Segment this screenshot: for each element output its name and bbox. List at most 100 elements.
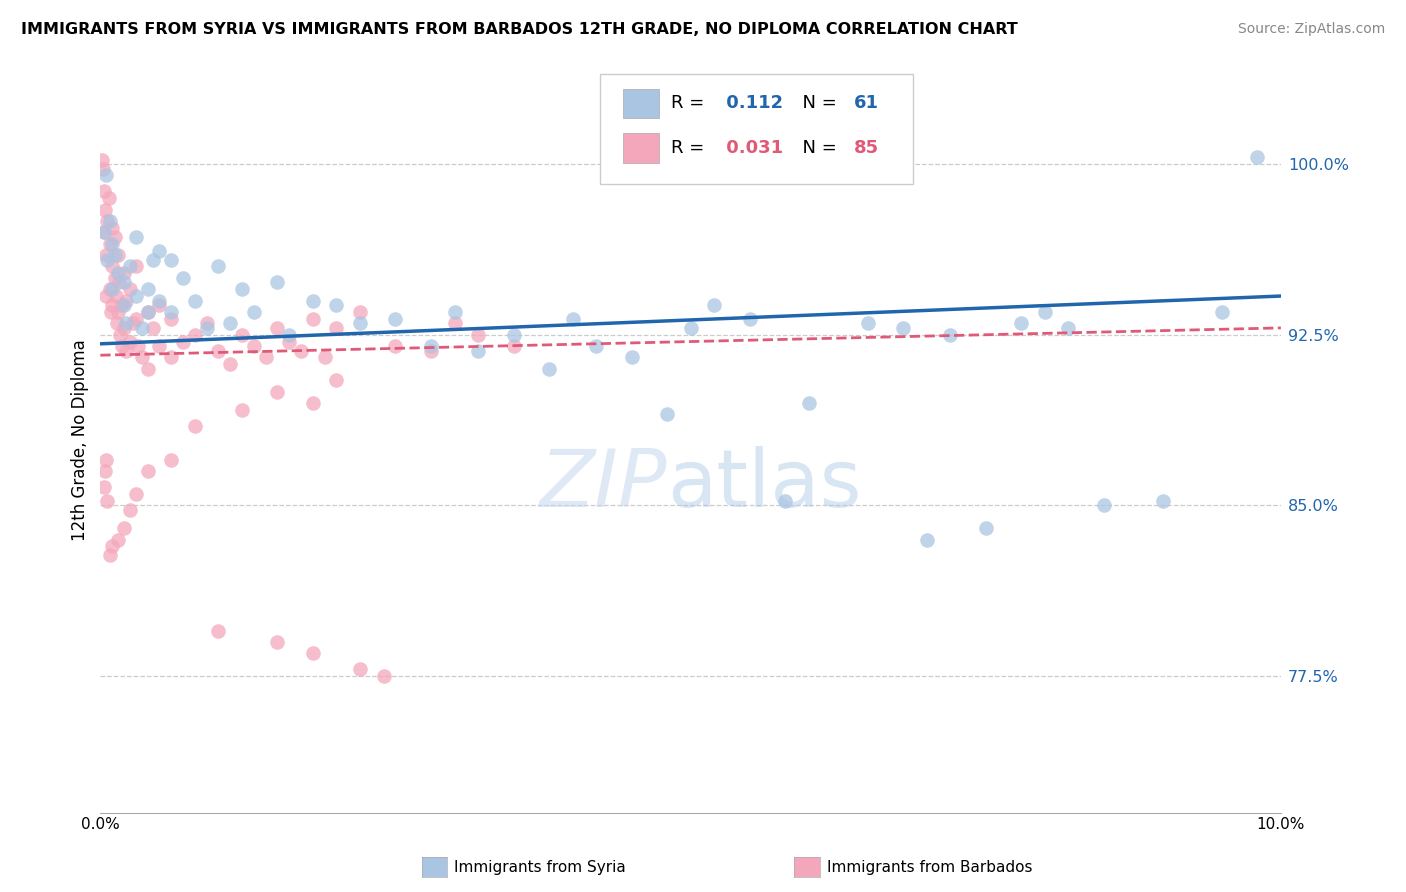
Text: N =: N = xyxy=(792,139,842,157)
Point xyxy=(96,493,118,508)
Point xyxy=(302,646,325,660)
Point xyxy=(148,244,170,258)
Point xyxy=(96,169,118,183)
Point xyxy=(467,343,489,358)
Text: Source: ZipAtlas.com: Source: ZipAtlas.com xyxy=(1237,22,1385,37)
Point xyxy=(278,334,301,349)
Text: R =: R = xyxy=(671,139,710,157)
Point xyxy=(101,236,124,251)
Point xyxy=(136,464,159,478)
Point xyxy=(118,503,141,517)
Point xyxy=(125,311,148,326)
Point xyxy=(101,282,124,296)
Y-axis label: 12th Grade, No Diploma: 12th Grade, No Diploma xyxy=(72,340,89,541)
Point xyxy=(502,339,524,353)
Point xyxy=(105,317,128,331)
Point xyxy=(1246,150,1268,164)
Point xyxy=(112,521,135,535)
Point xyxy=(243,305,266,319)
Point xyxy=(1057,321,1080,335)
Point xyxy=(314,351,336,365)
Point xyxy=(107,305,129,319)
Point xyxy=(131,321,153,335)
Point xyxy=(184,327,207,342)
Point xyxy=(502,327,524,342)
Point xyxy=(266,635,288,649)
Point xyxy=(112,276,135,290)
Point xyxy=(112,298,135,312)
Point xyxy=(373,669,395,683)
Point xyxy=(148,298,170,312)
Point xyxy=(195,321,218,335)
Text: 85: 85 xyxy=(853,139,879,157)
Point xyxy=(160,305,183,319)
Point xyxy=(110,339,132,353)
Point xyxy=(101,298,124,312)
FancyBboxPatch shape xyxy=(623,88,659,119)
Point xyxy=(302,293,325,308)
Text: atlas: atlas xyxy=(666,446,862,524)
Point xyxy=(96,453,118,467)
Point xyxy=(98,236,121,251)
Point xyxy=(207,343,229,358)
Point xyxy=(207,260,229,274)
Point xyxy=(107,533,129,547)
Point xyxy=(974,521,997,535)
Point xyxy=(738,311,761,326)
Point xyxy=(142,252,165,267)
Text: 0.112: 0.112 xyxy=(720,95,783,112)
Text: Immigrants from Barbados: Immigrants from Barbados xyxy=(827,860,1032,874)
Point xyxy=(443,317,465,331)
Point xyxy=(112,266,135,280)
Point xyxy=(384,311,406,326)
Point xyxy=(118,334,141,349)
Point xyxy=(160,351,183,365)
Point xyxy=(266,276,288,290)
Point xyxy=(94,202,117,217)
Point xyxy=(96,289,118,303)
Point xyxy=(136,305,159,319)
Point xyxy=(561,311,583,326)
Point xyxy=(349,662,371,676)
Point xyxy=(231,327,253,342)
Point xyxy=(98,214,121,228)
Point xyxy=(797,396,820,410)
Point xyxy=(112,321,135,335)
Point xyxy=(103,230,125,244)
Point xyxy=(349,305,371,319)
Point xyxy=(1033,305,1056,319)
Point xyxy=(266,321,288,335)
Point xyxy=(136,282,159,296)
Point xyxy=(91,161,114,176)
Point xyxy=(207,624,229,638)
Point xyxy=(254,351,277,365)
Point xyxy=(107,266,129,280)
Point xyxy=(103,270,125,285)
Point xyxy=(620,351,643,365)
Text: N =: N = xyxy=(792,95,842,112)
Point xyxy=(101,539,124,553)
Point xyxy=(160,453,183,467)
Point xyxy=(915,533,938,547)
Point xyxy=(148,339,170,353)
Point xyxy=(1211,305,1233,319)
Point xyxy=(90,153,112,167)
Point xyxy=(443,305,465,319)
Point xyxy=(107,248,129,262)
Point xyxy=(122,317,145,331)
Point xyxy=(125,289,148,303)
Point xyxy=(939,327,962,342)
Point xyxy=(101,220,124,235)
Point xyxy=(231,402,253,417)
Point xyxy=(467,327,489,342)
Text: R =: R = xyxy=(671,95,710,112)
Text: 61: 61 xyxy=(853,95,879,112)
Point xyxy=(93,185,115,199)
Point xyxy=(101,260,124,274)
Point xyxy=(172,334,194,349)
Point xyxy=(127,339,149,353)
Text: 0.031: 0.031 xyxy=(720,139,783,157)
Point xyxy=(136,305,159,319)
Point xyxy=(172,270,194,285)
Point xyxy=(349,317,371,331)
